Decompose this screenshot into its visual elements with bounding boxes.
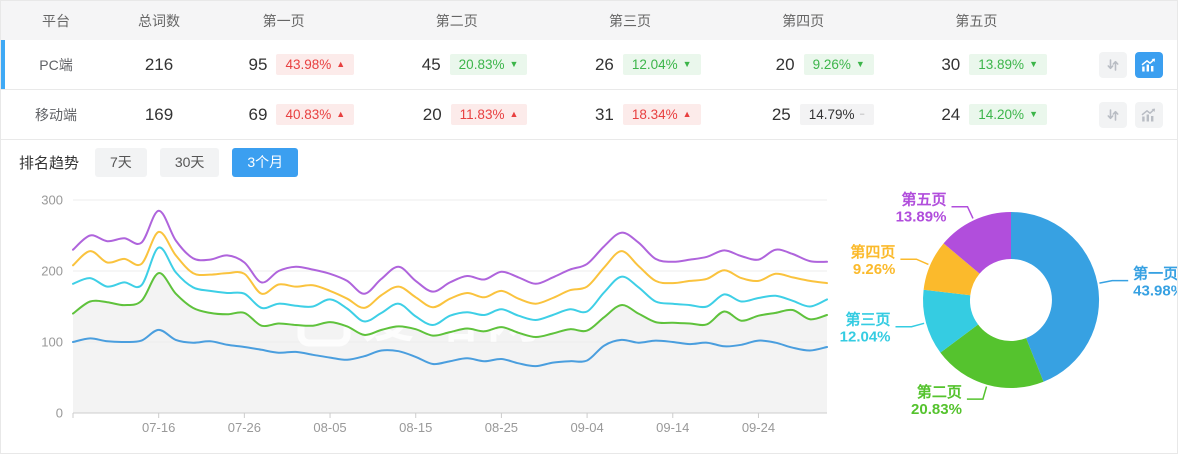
svg-text:07-16: 07-16: [142, 420, 175, 435]
trend-arrow-icon: ▲: [682, 109, 692, 119]
trend-chart-button[interactable]: [1134, 51, 1163, 78]
svg-text:200: 200: [41, 264, 63, 279]
header-page-4: 第四页: [782, 12, 825, 29]
page4-count: 25: [771, 104, 791, 124]
trend-arrow-icon: ▼: [855, 59, 865, 69]
page2-change-badge: 20.83% ▼: [449, 53, 528, 76]
header-page-5: 第五页: [955, 12, 998, 29]
trend-arrow-icon: ▼: [1029, 109, 1038, 119]
tab-3-months[interactable]: 3个月: [232, 148, 299, 177]
svg-text:爱站网: 爱站网: [363, 291, 549, 349]
rank-trend-line-chart[interactable]: 爱站网 07-16 07-26 08-05 08-15 08-25 09-04 09-14 09…: [1, 185, 843, 453]
page5-count: 30: [941, 54, 961, 74]
sort-button[interactable]: [1098, 101, 1127, 128]
svg-text:09-24: 09-24: [742, 420, 775, 435]
page3-change-badge: 12.04% ▼: [622, 53, 701, 76]
svg-text:09-04: 09-04: [570, 420, 603, 435]
svg-text:第二页: 第二页: [917, 383, 962, 401]
trend-arrow-icon: ▼: [1029, 59, 1038, 69]
table-row-mobile[interactable]: 移动端 169 69 40.83% ▲ 20 11.83% ▲ 31 18.34% ▲…: [1, 90, 1177, 140]
header-page-1: 第一页: [262, 12, 305, 29]
header-page-3: 第三页: [608, 12, 651, 29]
sort-button[interactable]: [1098, 51, 1127, 78]
sort-arrows-icon: [1107, 108, 1119, 121]
page2-change-badge: 11.83% ▲: [450, 103, 528, 126]
page3-count: 26: [594, 54, 614, 74]
svg-text:08-15: 08-15: [399, 420, 432, 435]
svg-text:20.83%: 20.83%: [911, 401, 962, 418]
trend-chart-icon: [1142, 58, 1156, 71]
total-words-value: 169: [144, 104, 174, 124]
table-row-pc[interactable]: PC端 216 95 43.98% ▲ 45 20.83% ▼ 26 12.04% ▼…: [1, 40, 1177, 90]
svg-text:第五页: 第五页: [901, 191, 946, 209]
svg-text:第三页: 第三页: [845, 311, 890, 329]
active-row-accent: [1, 40, 5, 89]
page2-count: 45: [421, 54, 441, 74]
page5-cell: 30 13.89% ▼: [904, 53, 1077, 76]
trend-arrow-icon: ▲: [509, 109, 519, 119]
trend-arrow-icon: ▲: [336, 109, 346, 119]
svg-text:43.98%: 43.98%: [1133, 283, 1178, 300]
svg-text:13.89%: 13.89%: [896, 209, 947, 226]
page4-change-badge: 14.79% −: [799, 103, 874, 126]
trend-toolbar: 排名趋势 7天 30天 3个月: [1, 140, 1177, 185]
svg-text:9.26%: 9.26%: [853, 261, 896, 278]
svg-text:0: 0: [56, 406, 63, 421]
page3-cell: 26 12.04% ▼: [557, 53, 730, 76]
trend-arrow-icon: ▼: [509, 59, 519, 69]
svg-text:09-14: 09-14: [656, 420, 689, 435]
page1-cell: 95 43.98% ▲: [211, 53, 384, 76]
page3-change-badge: 18.34% ▲: [622, 103, 701, 126]
page5-change-badge: 13.89% ▼: [969, 53, 1047, 76]
header-total-words: 总词数: [138, 12, 180, 29]
page1-change-badge: 40.83% ▲: [276, 103, 355, 126]
table-header-row: 平台 总词数 第一页 第二页 第三页 第四页 第五页: [1, 1, 1177, 40]
platform-name: PC端: [39, 56, 73, 73]
row-actions: [1077, 101, 1177, 128]
page4-cell: 25 14.79% −: [731, 103, 904, 126]
svg-text:08-25: 08-25: [485, 420, 518, 435]
page1-count: 69: [248, 104, 268, 124]
tab-30-days[interactable]: 30天: [159, 148, 220, 177]
svg-text:第四页: 第四页: [850, 243, 895, 261]
header-platform: 平台: [42, 12, 70, 29]
svg-text:07-26: 07-26: [228, 420, 261, 435]
page5-count: 24: [941, 104, 961, 124]
page4-count: 20: [775, 54, 795, 74]
trend-chart-button[interactable]: [1134, 101, 1163, 128]
page2-count: 20: [422, 104, 442, 124]
page4-change-badge: 9.26% ▼: [803, 53, 874, 76]
row-actions: [1077, 51, 1177, 78]
page1-count: 95: [248, 54, 268, 74]
page4-cell: 20 9.26% ▼: [731, 53, 904, 76]
svg-text:300: 300: [41, 193, 63, 208]
svg-text:08-05: 08-05: [313, 420, 346, 435]
rank-table: 平台 总词数 第一页 第二页 第三页 第四页 第五页 PC端 216 95 43…: [1, 1, 1177, 140]
trend-arrow-icon: ▲: [336, 59, 346, 69]
svg-text:100: 100: [41, 335, 63, 350]
trend-arrow-icon: ▼: [682, 59, 692, 69]
svg-text:第一页: 第一页: [1133, 265, 1178, 283]
trend-title: 排名趋势: [19, 155, 80, 172]
page3-count: 31: [594, 104, 614, 124]
page2-cell: 20 11.83% ▲: [384, 103, 557, 126]
page1-cell: 69 40.83% ▲: [211, 103, 384, 126]
charts-area: 爱站网 07-16 07-26 08-05 08-15 08-25 09-04 09-14 09…: [1, 185, 1178, 453]
header-page-2: 第二页: [435, 12, 478, 29]
page2-cell: 45 20.83% ▼: [384, 53, 557, 76]
trend-arrow-icon: −: [859, 109, 865, 119]
tab-7-days[interactable]: 7天: [95, 148, 147, 177]
page1-change-badge: 43.98% ▲: [276, 53, 355, 76]
page5-cell: 24 14.20% ▼: [904, 103, 1077, 126]
sort-arrows-icon: [1107, 58, 1119, 71]
total-words-value: 216: [144, 54, 174, 74]
trend-chart-icon: [1142, 108, 1156, 121]
platform-name: 移动端: [35, 106, 77, 123]
page5-change-badge: 14.20% ▼: [969, 103, 1047, 126]
page3-cell: 31 18.34% ▲: [557, 103, 730, 126]
svg-text:12.04%: 12.04%: [840, 329, 891, 346]
